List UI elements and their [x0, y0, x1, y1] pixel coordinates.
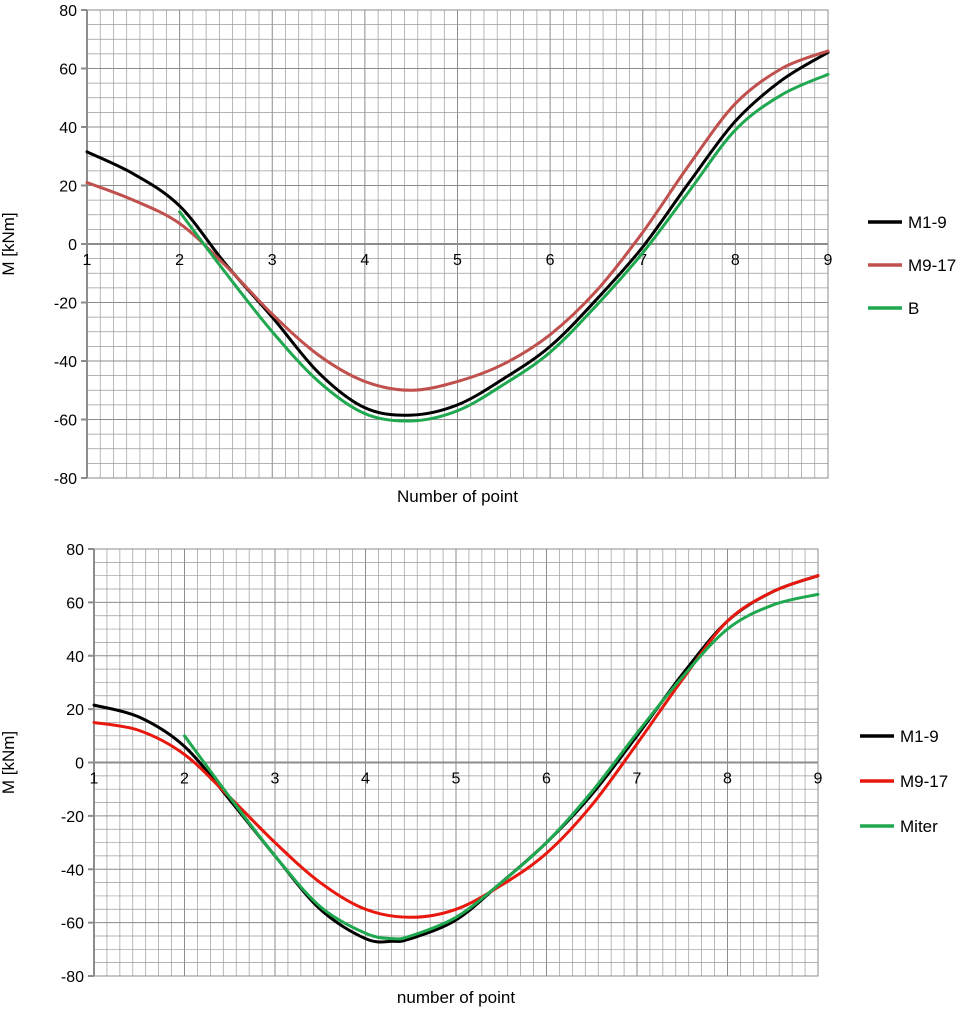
y-tick-label: 20 — [66, 702, 84, 719]
x-tick-label: 6 — [542, 771, 551, 788]
legend-label: M1-9 — [900, 727, 939, 746]
x-tick-label: 8 — [723, 771, 732, 788]
y-tick-label: 40 — [66, 649, 84, 666]
y-tick-label: -40 — [61, 862, 84, 879]
series-group — [85, 49, 830, 423]
x-tick-label: 9 — [824, 252, 833, 269]
y-tick-label: -80 — [61, 969, 84, 986]
legend-label: Miter — [900, 817, 938, 836]
y-axis-title: M [kNm] — [0, 212, 18, 275]
x-tick-label: 7 — [638, 252, 647, 269]
x-tick-label: 4 — [361, 771, 370, 788]
legend-label: M9-17 — [900, 772, 948, 791]
y-tick-label: 0 — [68, 237, 77, 254]
series-line-miter — [183, 592, 820, 941]
x-tick-label: 7 — [633, 771, 642, 788]
chart-top: 80 60 40 20 0 -20 -40 -60 -80 1 2 3 4 5 6 7 8 9 Number of … — [0, 3, 956, 506]
x-tick-label: 8 — [731, 252, 740, 269]
x-axis-title: number of point — [397, 988, 515, 1007]
legend-label: M9-17 — [908, 256, 956, 275]
y-tick-label: -80 — [54, 471, 77, 488]
x-tick-label: 9 — [814, 771, 823, 788]
legend: M1-9 M9-17 Miter — [860, 727, 948, 836]
y-tick-label: 60 — [59, 62, 77, 79]
series-group — [92, 574, 820, 944]
y-axis-title: M [kNm] — [0, 731, 18, 794]
y-tick-label: -60 — [61, 916, 84, 933]
x-tick-label: 1 — [90, 771, 99, 788]
x-tick-label: 6 — [546, 252, 555, 269]
chart-bottom: 80 60 40 20 0 -20 -40 -60 -80 1 2 3 4 5 6 7 8 9 number of … — [0, 542, 948, 1007]
y-tick-label: 60 — [66, 595, 84, 612]
y-tick-label: 20 — [59, 179, 77, 196]
y-tick-label: 0 — [75, 756, 84, 773]
x-tick-label: 2 — [180, 771, 189, 788]
x-tick-label: 2 — [175, 252, 184, 269]
x-axis-title: Number of point — [397, 487, 518, 506]
y-tick-label: -20 — [54, 296, 77, 313]
series-line-m1-9 — [85, 50, 830, 417]
x-tick-label: 3 — [271, 771, 280, 788]
x-tick-label: 5 — [453, 252, 462, 269]
y-tick-label: 80 — [59, 3, 77, 20]
x-tick-label: 3 — [268, 252, 277, 269]
y-tick-label: 80 — [66, 542, 84, 559]
x-tick-label: 1 — [83, 252, 92, 269]
y-tick-label: -20 — [61, 809, 84, 826]
legend-label: M1-9 — [908, 213, 947, 232]
x-tick-label: 4 — [360, 252, 369, 269]
y-tick-label: -60 — [54, 413, 77, 430]
legend: M1-9 M9-17 B — [868, 213, 956, 318]
series-line-b — [178, 72, 830, 423]
series-line-m9-17 — [85, 49, 830, 392]
x-tick-label: 5 — [452, 771, 461, 788]
legend-label: B — [908, 299, 919, 318]
y-tick-label: 40 — [59, 120, 77, 137]
y-tick-label: -40 — [54, 354, 77, 371]
